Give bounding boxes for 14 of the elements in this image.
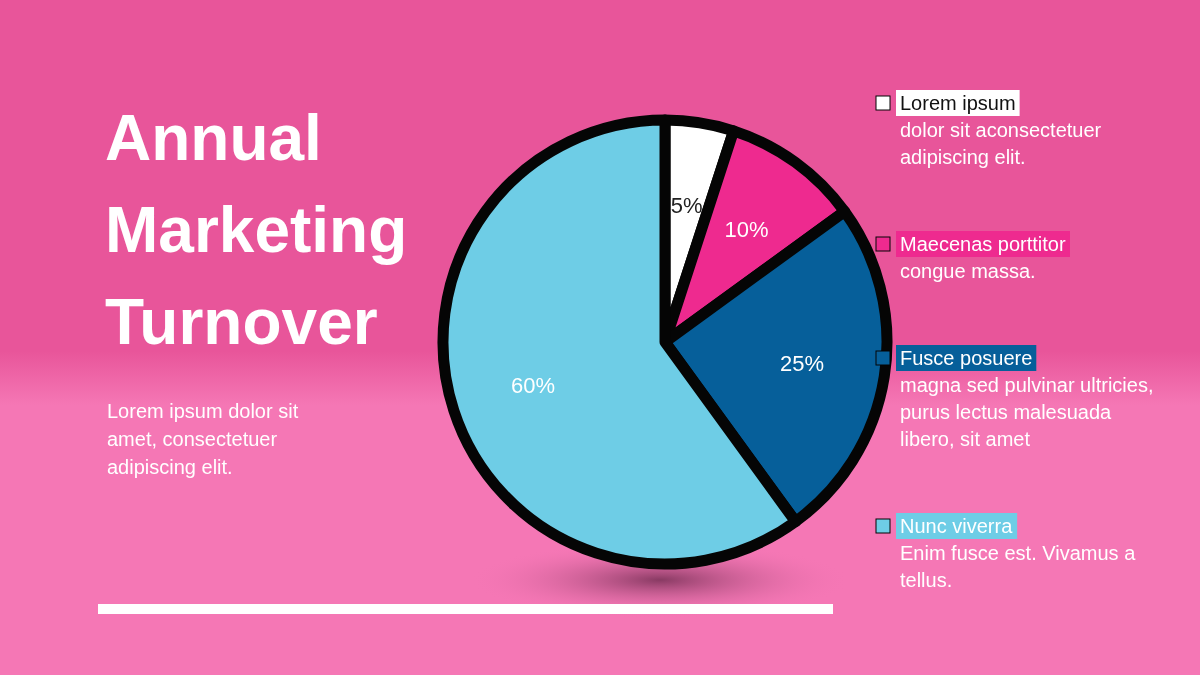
text: dolor sit aconsectetuer adipiscing elit. [900,119,1102,168]
text: Enim fusce est. Vivamus a tellus. [900,542,1137,591]
text: Annual Marketing Turnover [105,102,408,358]
legend-label: Lorem ipsum [900,92,1016,114]
data-label: 10% [724,217,769,243]
text: magna sed pulvinar ultricies, purus lectus malesuada libero, sit amet [900,374,1154,450]
data-label: 60% [511,372,556,398]
data-label: 25% [780,351,825,377]
text: congue massa. [900,260,1036,282]
text: Lorem ipsum dolor sit amet, consectetuer adipiscing elit. [107,400,299,478]
data-label: 5% [670,192,703,218]
legend-label: Fusce posuere [900,347,1033,369]
legend-label: Maecenas porttitor [900,233,1066,255]
legend-label: Nunc viverra [900,515,1014,537]
